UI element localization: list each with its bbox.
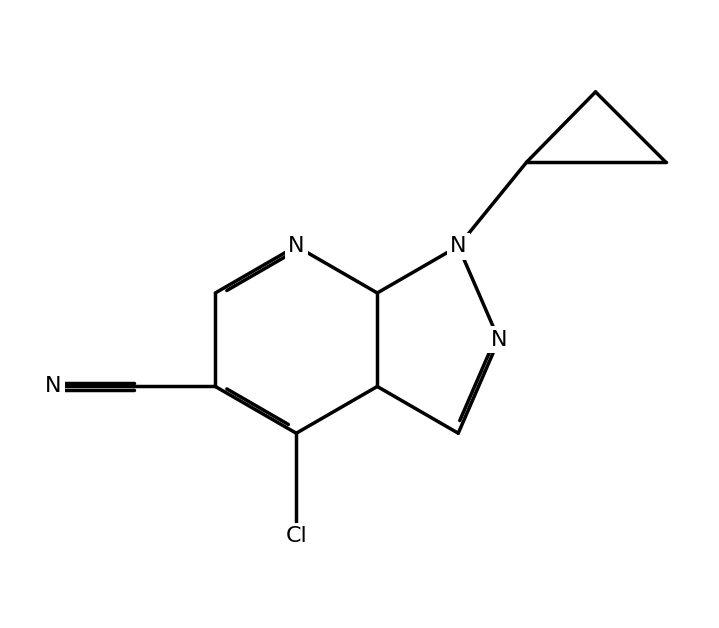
Text: N: N [490,330,507,350]
Text: N: N [288,236,305,256]
Text: N: N [45,376,62,396]
Text: N: N [450,236,467,256]
Text: Cl: Cl [285,526,307,546]
